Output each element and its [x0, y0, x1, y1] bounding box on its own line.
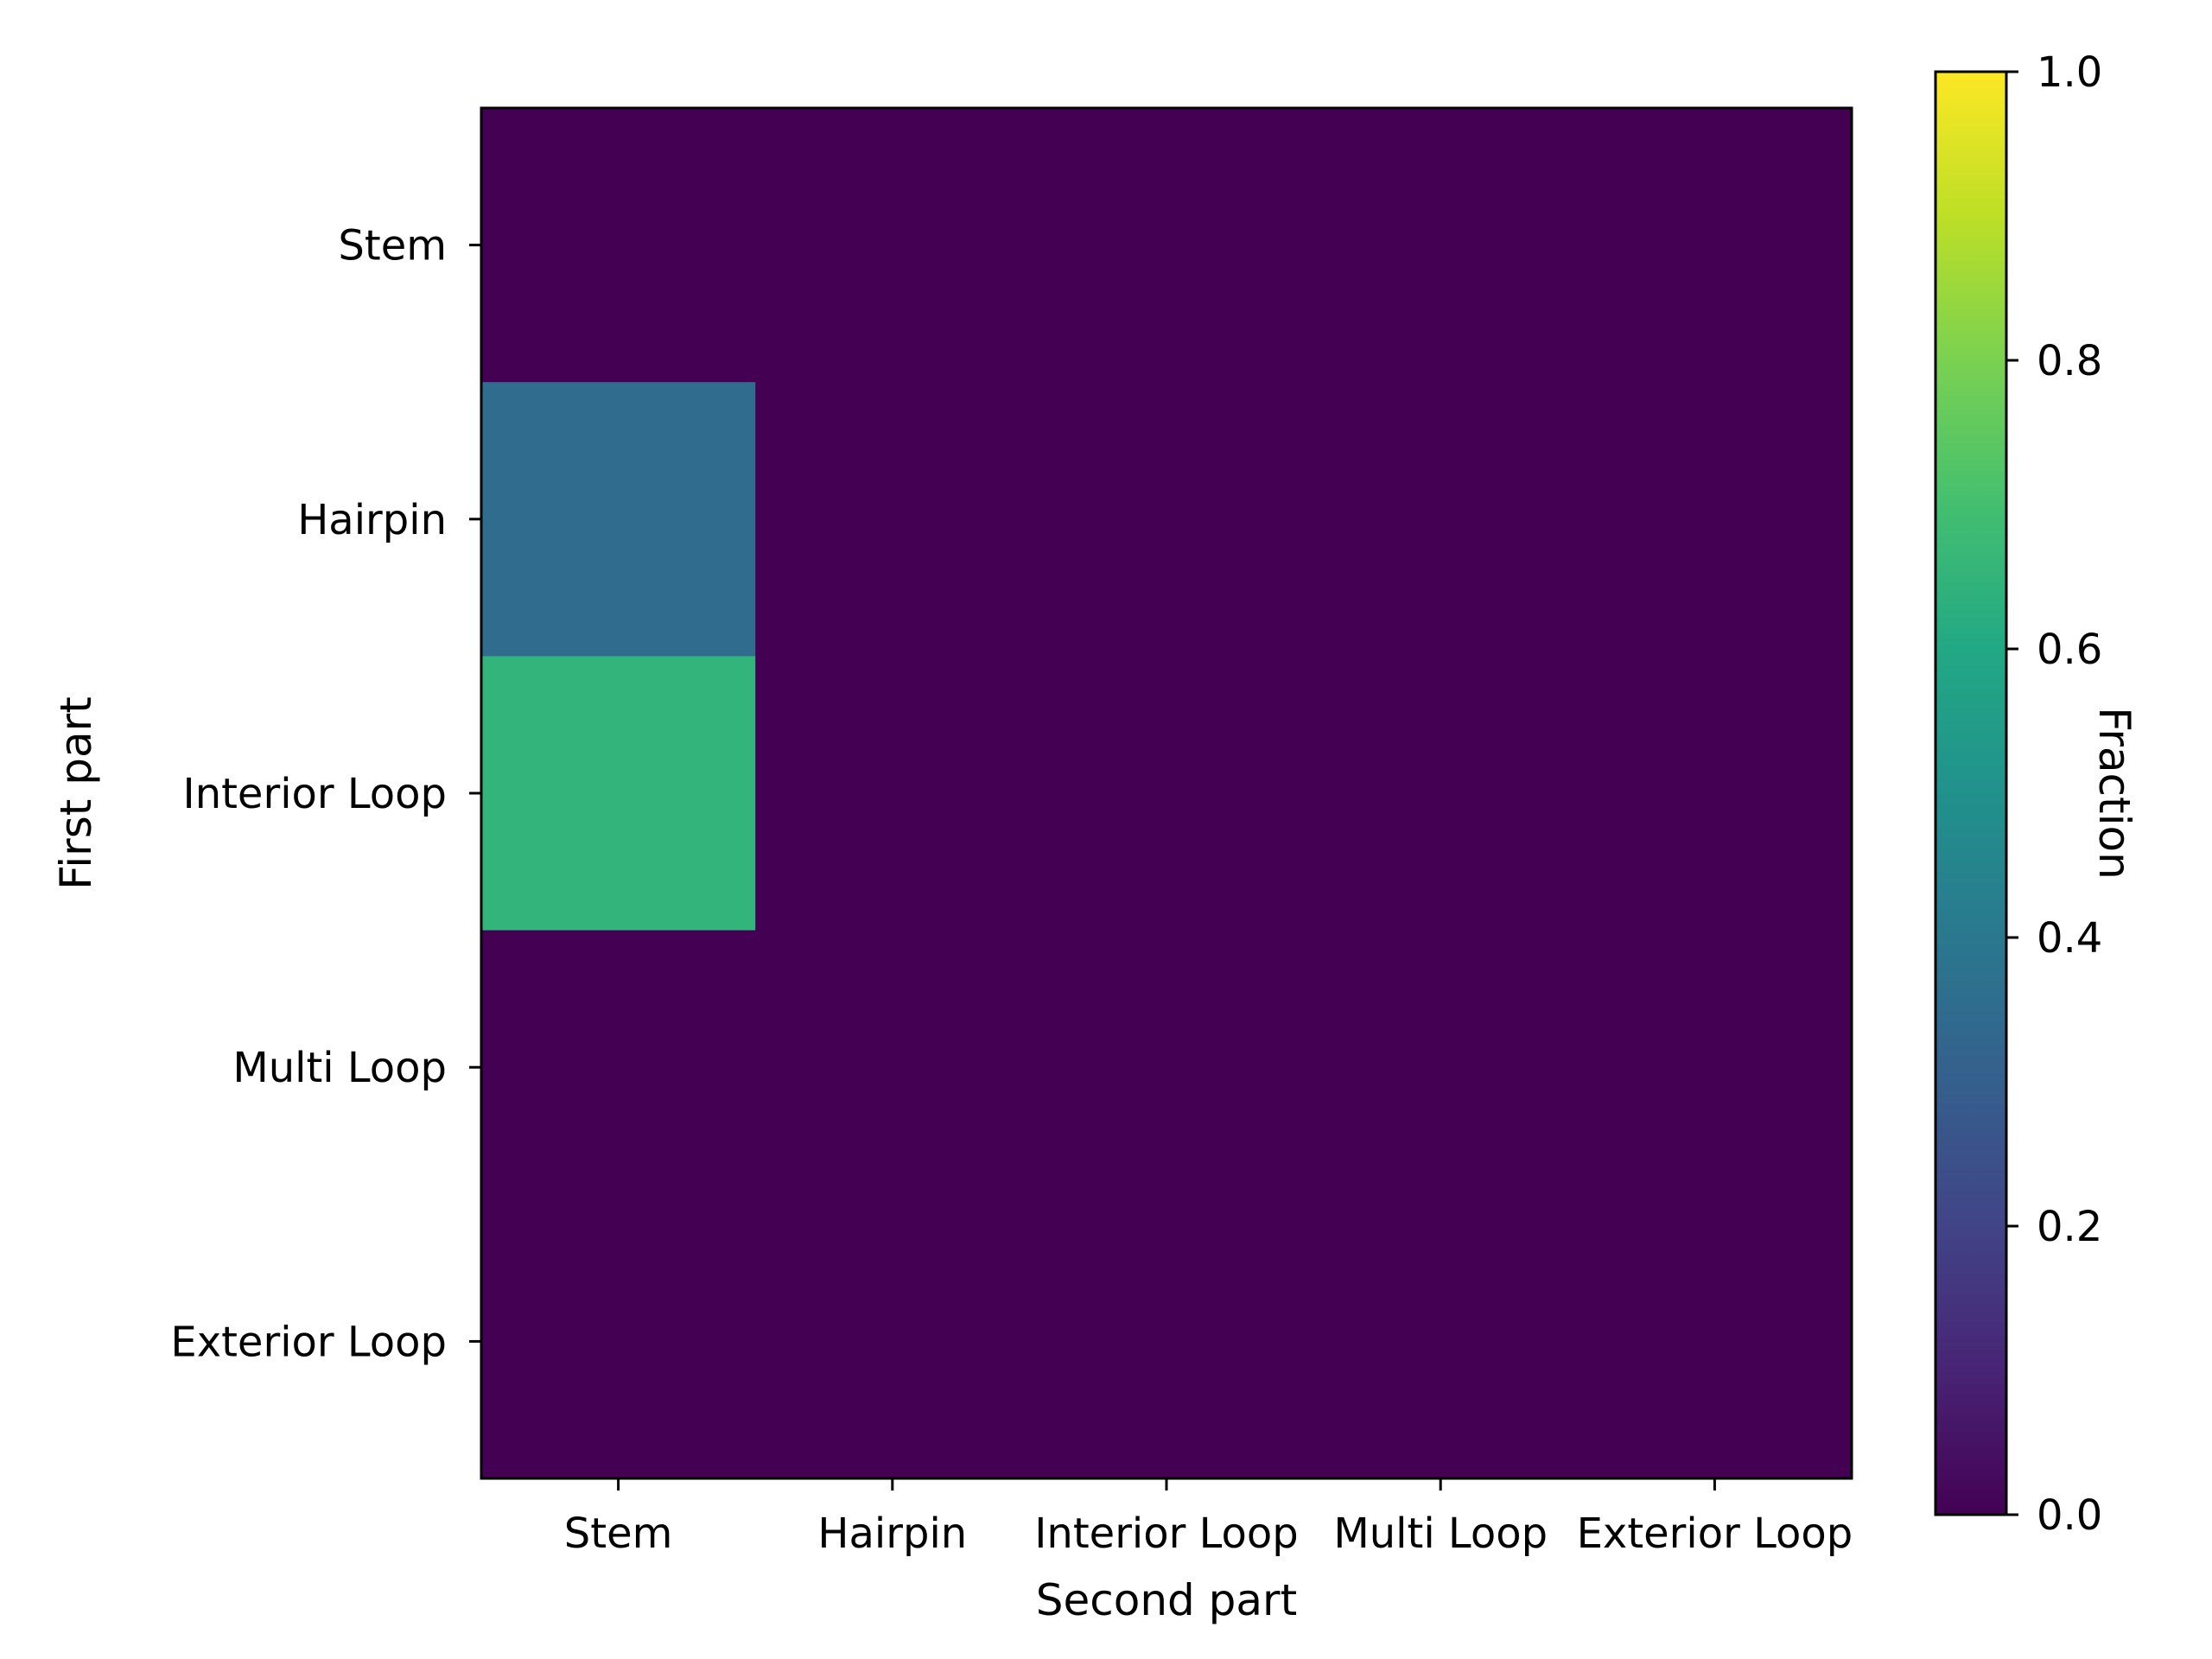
x-tick-label: Interior Loop	[1034, 1510, 1298, 1558]
colorbar-ticks: 0.0 0.2 0.4 0.6 0.8 1.0	[2006, 48, 2102, 1540]
colorbar-tick-label: 0.6	[2037, 626, 2102, 674]
x-axis-ticks: Stem Hairpin Interior Loop Multi Loop Exteri…	[564, 1478, 1853, 1558]
colorbar-tick-label: 0.4	[2037, 914, 2102, 963]
heatmap-cell	[755, 1204, 1030, 1479]
colorbar-tick-label: 0.2	[2037, 1203, 2102, 1251]
heatmap-cell	[755, 656, 1030, 931]
y-tick-label: Multi Loop	[232, 1044, 447, 1092]
y-tick-label: Interior Loop	[183, 770, 447, 818]
heatmap-cell	[1303, 382, 1579, 657]
y-axis-label: First part	[51, 696, 101, 890]
heatmap-cell	[1029, 382, 1305, 657]
x-tick-label: Multi Loop	[1333, 1510, 1548, 1558]
heatmap-cell	[1577, 930, 1853, 1205]
heatmap-cell	[1577, 656, 1853, 931]
colorbar-tick-label: 0.0	[2037, 1491, 2102, 1540]
heatmap-cell	[755, 930, 1030, 1205]
heatmap-cell	[1029, 656, 1305, 931]
heatmap-cell	[1029, 930, 1305, 1205]
heatmap-cell	[1303, 930, 1579, 1205]
heatmap-cell	[1303, 108, 1579, 383]
heatmap-cell	[1303, 656, 1579, 931]
heatmap-cell	[481, 108, 756, 383]
heatmap-cell	[481, 930, 756, 1205]
heatmap-cell	[1303, 1204, 1579, 1479]
heatmap-cell	[1577, 108, 1853, 383]
heatmap-cell	[481, 1204, 756, 1479]
heatmap-cell	[1577, 1204, 1853, 1479]
x-axis-label: Second part	[1036, 1575, 1297, 1625]
heatmap-cells	[481, 108, 1853, 1479]
x-tick-label: Exterior Loop	[1577, 1510, 1853, 1558]
colorbar	[1934, 70, 2008, 1516]
y-tick-label: Exterior Loop	[170, 1318, 447, 1366]
x-tick-label: Stem	[564, 1510, 673, 1558]
heatmap-cell	[481, 656, 756, 931]
colorbar-tick-label: 1.0	[2037, 48, 2102, 97]
y-tick-label: Hairpin	[297, 496, 447, 544]
heatmap-cell	[1577, 382, 1853, 657]
y-axis-ticks: Stem Hairpin Interior Loop Multi Loop Exteri…	[170, 222, 481, 1366]
colorbar-label: Fraction	[2089, 707, 2139, 880]
colorbar-tick-label: 0.8	[2037, 337, 2102, 385]
heatmap-cell	[1029, 108, 1305, 383]
heatmap-cell	[1029, 1204, 1305, 1479]
y-tick-label: Stem	[338, 222, 447, 270]
heatmap-cell	[481, 382, 756, 657]
heatmap-cell	[755, 382, 1030, 657]
x-tick-label: Hairpin	[817, 1510, 967, 1558]
heatmap-cell	[755, 108, 1030, 383]
